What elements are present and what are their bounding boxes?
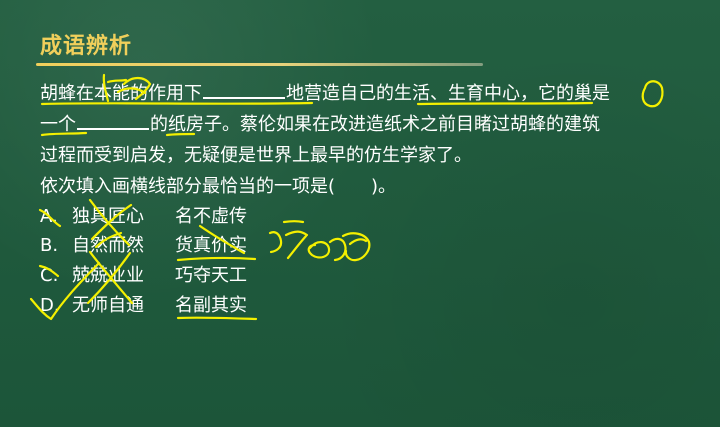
- option-d-word-2: 名副其实: [175, 295, 247, 316]
- option-d-word-1: 无师自通: [72, 295, 144, 316]
- page-title: 成语辨析: [40, 34, 133, 59]
- option-a-word-1: 独具匠心: [72, 206, 144, 227]
- option-c[interactable]: C. 兢兢业业 巧夺天工: [40, 264, 247, 288]
- question-line-1-part-1: 胡蜂在本能的作用下: [40, 83, 202, 104]
- option-b-word-2: 货真价实: [175, 235, 247, 256]
- question-line-1-part-2: 地营造自己的生活、生育中心，它的巢是: [286, 83, 610, 104]
- question-line-2: 一个 的纸房子。蔡伦如果在改进造纸术之前目睹过胡蜂的建筑: [40, 113, 600, 137]
- option-a-word-2: 名不虚传: [175, 206, 247, 227]
- option-b-letter: B.: [40, 235, 59, 256]
- option-a[interactable]: A. 独具匠心 名不虚传: [40, 205, 247, 229]
- option-c-word-2: 巧夺天工: [175, 265, 247, 286]
- option-d-letter: D.: [40, 295, 60, 316]
- option-a-letter: A.: [40, 206, 58, 227]
- question-line-1: 胡蜂在本能的作用下 地营造自己的生活、生育中心，它的巢是: [40, 82, 610, 106]
- question-line-2-part-1: 一个: [40, 114, 76, 135]
- answer-blank-2: [77, 127, 149, 130]
- question-prompt: 依次填入画横线部分最恰当的一项是( )。: [40, 176, 397, 197]
- answer-blank-1: [203, 96, 285, 99]
- option-b-word-1: 自然而然: [72, 235, 144, 256]
- option-c-word-1: 兢兢业业: [72, 265, 144, 286]
- question-line-3: 过程而受到启发，无疑便是世界上最早的仿生学家了。: [40, 145, 472, 166]
- option-c-letter: C.: [40, 265, 59, 286]
- option-d[interactable]: D. 无师自通 名副其实: [40, 294, 247, 318]
- option-b[interactable]: B. 自然而然 货真价实: [40, 234, 247, 258]
- title-underline: [36, 63, 483, 66]
- question-line-2-part-2: 的纸房子。蔡伦如果在改进造纸术之前目睹过胡蜂的建筑: [150, 114, 600, 135]
